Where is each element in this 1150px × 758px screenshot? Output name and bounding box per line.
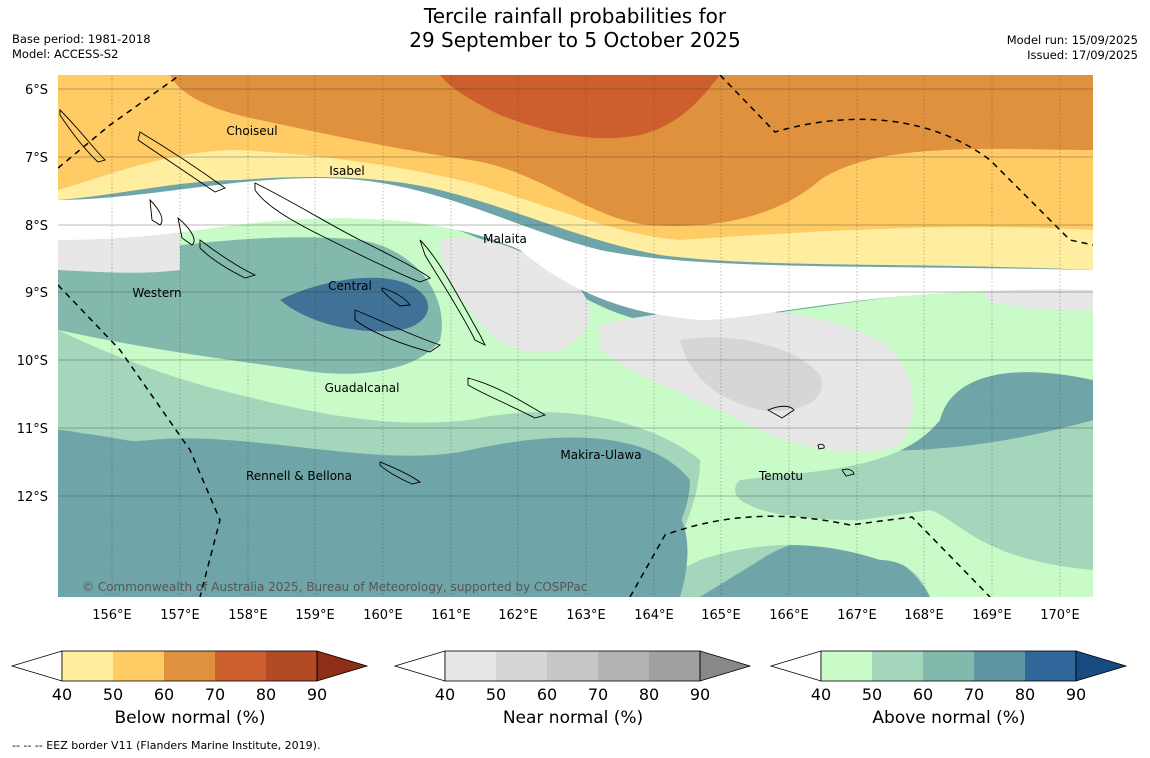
colorbar-below: 40 50 60 70 80 90: [10, 650, 369, 704]
lat-label: 10°S: [17, 354, 48, 369]
title-line-1: Tercile rainfall probabilities for: [423, 4, 727, 28]
colorbar-segment: [1025, 651, 1076, 681]
svg-text:40: 40: [811, 685, 831, 704]
lon-label: 159°E: [295, 608, 335, 623]
colorbar-segment: [266, 651, 317, 681]
svg-text:60: 60: [154, 685, 174, 704]
rainfall-map: 6°S 7°S 8°S 9°S 10°S 11°S 12°S 156°E 157…: [17, 75, 1093, 623]
svg-text:90: 90: [690, 685, 710, 704]
colorbar-segment: [821, 651, 872, 681]
label-isabel: Isabel: [329, 164, 364, 178]
label-choiseul: Choiseul: [226, 124, 277, 138]
colorbar-segment: [62, 651, 113, 681]
lat-label: 7°S: [25, 151, 48, 166]
label-malaita: Malaita: [483, 232, 527, 246]
map-title: Tercile rainfall probabilities for 29 Se…: [0, 4, 1150, 52]
issued-date: Issued: 17/09/2025: [1027, 48, 1138, 62]
lon-label: 164°E: [634, 608, 674, 623]
legend-title-above: Above normal (%): [872, 708, 1026, 728]
legend-below-normal: 40 50 60 70 80 90: [10, 645, 380, 709]
label-makira-ulawa: Makira-Ulawa: [560, 448, 641, 462]
lon-label: 161°E: [431, 608, 471, 623]
lon-label: 165°E: [701, 608, 741, 623]
colorbar-segment: [974, 651, 1025, 681]
meta-right: Model run: 15/09/2025 Issued: 17/09/2025: [1007, 33, 1138, 63]
colorbar-near: 40 50 60 70 80 90: [393, 650, 752, 704]
colorbar-segment: [547, 651, 598, 681]
label-guadalcanal: Guadalcanal: [325, 381, 400, 395]
lat-label: 6°S: [25, 83, 48, 98]
graticule: [58, 75, 1093, 597]
svg-text:40: 40: [52, 685, 72, 704]
coastlines: [59, 108, 855, 485]
svg-text:70: 70: [964, 685, 984, 704]
lon-label: 169°E: [972, 608, 1012, 623]
place-labels: Choiseul Isabel Malaita Central Western …: [132, 124, 803, 483]
svg-text:50: 50: [103, 685, 123, 704]
lon-label: 167°E: [837, 608, 877, 623]
probability-fields: [58, 75, 1093, 597]
lat-label: 11°S: [17, 422, 48, 437]
legend-near-normal: 40 50 60 70 80 90: [393, 645, 763, 709]
svg-text:50: 50: [486, 685, 506, 704]
model-name: Model: ACCESS-S2: [12, 47, 119, 61]
svg-text:80: 80: [1015, 685, 1035, 704]
svg-text:50: 50: [862, 685, 882, 704]
copyright-notice: © Commonwealth of Australia 2025, Bureau…: [82, 580, 588, 594]
svg-text:90: 90: [1066, 685, 1086, 704]
lon-label: 166°E: [769, 608, 809, 623]
legend-title-below: Below normal (%): [114, 708, 266, 728]
lat-label: 12°S: [17, 490, 48, 505]
meta-left: Base period: 1981-2018 Model: ACCESS-S2: [12, 32, 151, 62]
legend-title-near: Near normal (%): [502, 708, 644, 728]
svg-text:70: 70: [588, 685, 608, 704]
label-central: Central: [328, 279, 372, 293]
longitude-labels: 156°E 157°E 158°E 159°E 160°E 161°E 162°…: [92, 608, 1080, 623]
colorbar-segment: [445, 651, 496, 681]
colorbar-extension: [699, 650, 752, 682]
lat-label: 8°S: [25, 219, 48, 234]
lon-label: 162°E: [498, 608, 538, 623]
model-run: Model run: 15/09/2025: [1006, 33, 1138, 47]
lon-label: 157°E: [160, 608, 200, 623]
colorbar-segment: [164, 651, 215, 681]
colorbar-segment: [113, 651, 164, 681]
svg-text:60: 60: [537, 685, 557, 704]
lat-label: 9°S: [25, 286, 48, 301]
svg-text:60: 60: [913, 685, 933, 704]
latitude-labels: 6°S 7°S 8°S 9°S 10°S 11°S 12°S: [17, 83, 48, 505]
lon-label: 158°E: [228, 608, 268, 623]
colorbar-segment: [215, 651, 266, 681]
svg-text:70: 70: [205, 685, 225, 704]
label-western: Western: [132, 286, 181, 300]
label-temotu: Temotu: [758, 469, 803, 483]
label-rennell-bellona: Rennell & Bellona: [246, 469, 352, 483]
colorbar-segment: [649, 651, 700, 681]
lon-label: 160°E: [363, 608, 403, 623]
colorbar-segment: [923, 651, 974, 681]
colorbar-segment: [496, 651, 547, 681]
lon-label: 163°E: [566, 608, 606, 623]
eez-footnote: -- -- -- EEZ border V11 (Flanders Marine…: [12, 739, 321, 752]
base-period: Base period: 1981-2018: [12, 32, 151, 46]
lon-label: 156°E: [92, 608, 132, 623]
eez-border: [58, 75, 1093, 597]
svg-text:80: 80: [256, 685, 276, 704]
lon-label: 170°E: [1040, 608, 1080, 623]
svg-text:80: 80: [639, 685, 659, 704]
title-line-2: 29 September to 5 October 2025: [409, 28, 741, 52]
colorbar-extension: [316, 650, 369, 682]
lon-label: 168°E: [904, 608, 944, 623]
colorbar-extension: [1075, 650, 1128, 682]
svg-text:40: 40: [435, 685, 455, 704]
svg-text:90: 90: [307, 685, 327, 704]
colorbar-segment: [598, 651, 649, 681]
legend-above-normal: 40 50 60 70 80 90: [769, 645, 1139, 709]
colorbar-segment: [872, 651, 923, 681]
colorbar-above: 40 50 60 70 80 90: [769, 650, 1128, 704]
